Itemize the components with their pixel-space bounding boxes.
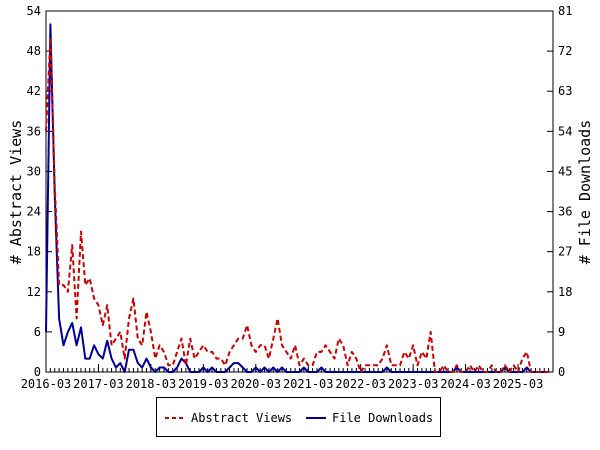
series-layer	[45, 23, 549, 373]
left-y-axis: 0 6 12 18 24 30 36 42 48 54	[27, 4, 52, 379]
right-y-axis: 0 9 18 27 36 45 54 63 72 81	[547, 4, 572, 379]
legend-swatch-solid-blue	[306, 417, 326, 419]
left-y-tick-label: 12	[27, 285, 41, 299]
left-y-tick-label: 6	[34, 325, 41, 339]
right-y-tick-label: 72	[558, 44, 572, 58]
x-tick-label: 2020-03	[231, 377, 282, 391]
x-tick-label: 2019-03	[178, 377, 229, 391]
left-y-tick-label: 24	[27, 205, 41, 219]
x-tick-label: 2024-03	[440, 377, 491, 391]
left-axis-title: # Abstract Views	[7, 120, 25, 265]
right-y-tick-label: 63	[558, 84, 572, 98]
x-tick-label: 2022-03	[335, 377, 386, 391]
left-y-tick-label: 30	[27, 164, 41, 178]
series-line-file-downloads	[45, 23, 549, 373]
legend-item-abstract-views: Abstract Views	[165, 410, 292, 426]
right-y-tick-label: 81	[558, 4, 572, 18]
right-y-tick-label: 18	[558, 285, 572, 299]
plot-area	[45, 10, 554, 373]
right-y-tick-label: 0	[558, 365, 565, 379]
right-axis-title: # File Downloads	[576, 120, 594, 265]
legend-item-file-downloads: File Downloads	[306, 410, 433, 426]
left-y-tick-label: 48	[27, 44, 41, 58]
legend: Abstract Views File Downloads	[156, 397, 441, 437]
right-y-tick-label: 27	[558, 245, 572, 259]
left-y-tick-label: 42	[27, 84, 41, 98]
legend-label-abstract-views: Abstract Views	[191, 411, 293, 425]
x-tick-label: 2018-03	[126, 377, 177, 391]
left-y-tick-label: 0	[34, 365, 41, 379]
x-tick-label: 2023-03	[388, 377, 439, 391]
right-y-tick-label: 9	[558, 325, 565, 339]
left-y-tick-label: 36	[27, 124, 41, 138]
left-y-tick-label: 18	[27, 245, 41, 259]
x-tick-label: 2017-03	[73, 377, 124, 391]
right-y-tick-label: 54	[558, 124, 572, 138]
x-tick-label: 2021-03	[283, 377, 334, 391]
legend-label-file-downloads: File Downloads	[332, 411, 434, 425]
x-tick-label: 2025-03	[493, 377, 544, 391]
right-y-tick-label: 36	[558, 205, 572, 219]
x-tick-label: 2016-03	[21, 377, 72, 391]
left-y-tick-label: 54	[27, 4, 41, 18]
right-y-tick-label: 45	[558, 164, 572, 178]
x-axis: 2016-03 2017-03 2018-03 2019-03 2020-03 2021-…	[21, 364, 554, 391]
series-line-abstract-views	[45, 36, 549, 373]
legend-swatch-dashed-red	[165, 417, 185, 419]
